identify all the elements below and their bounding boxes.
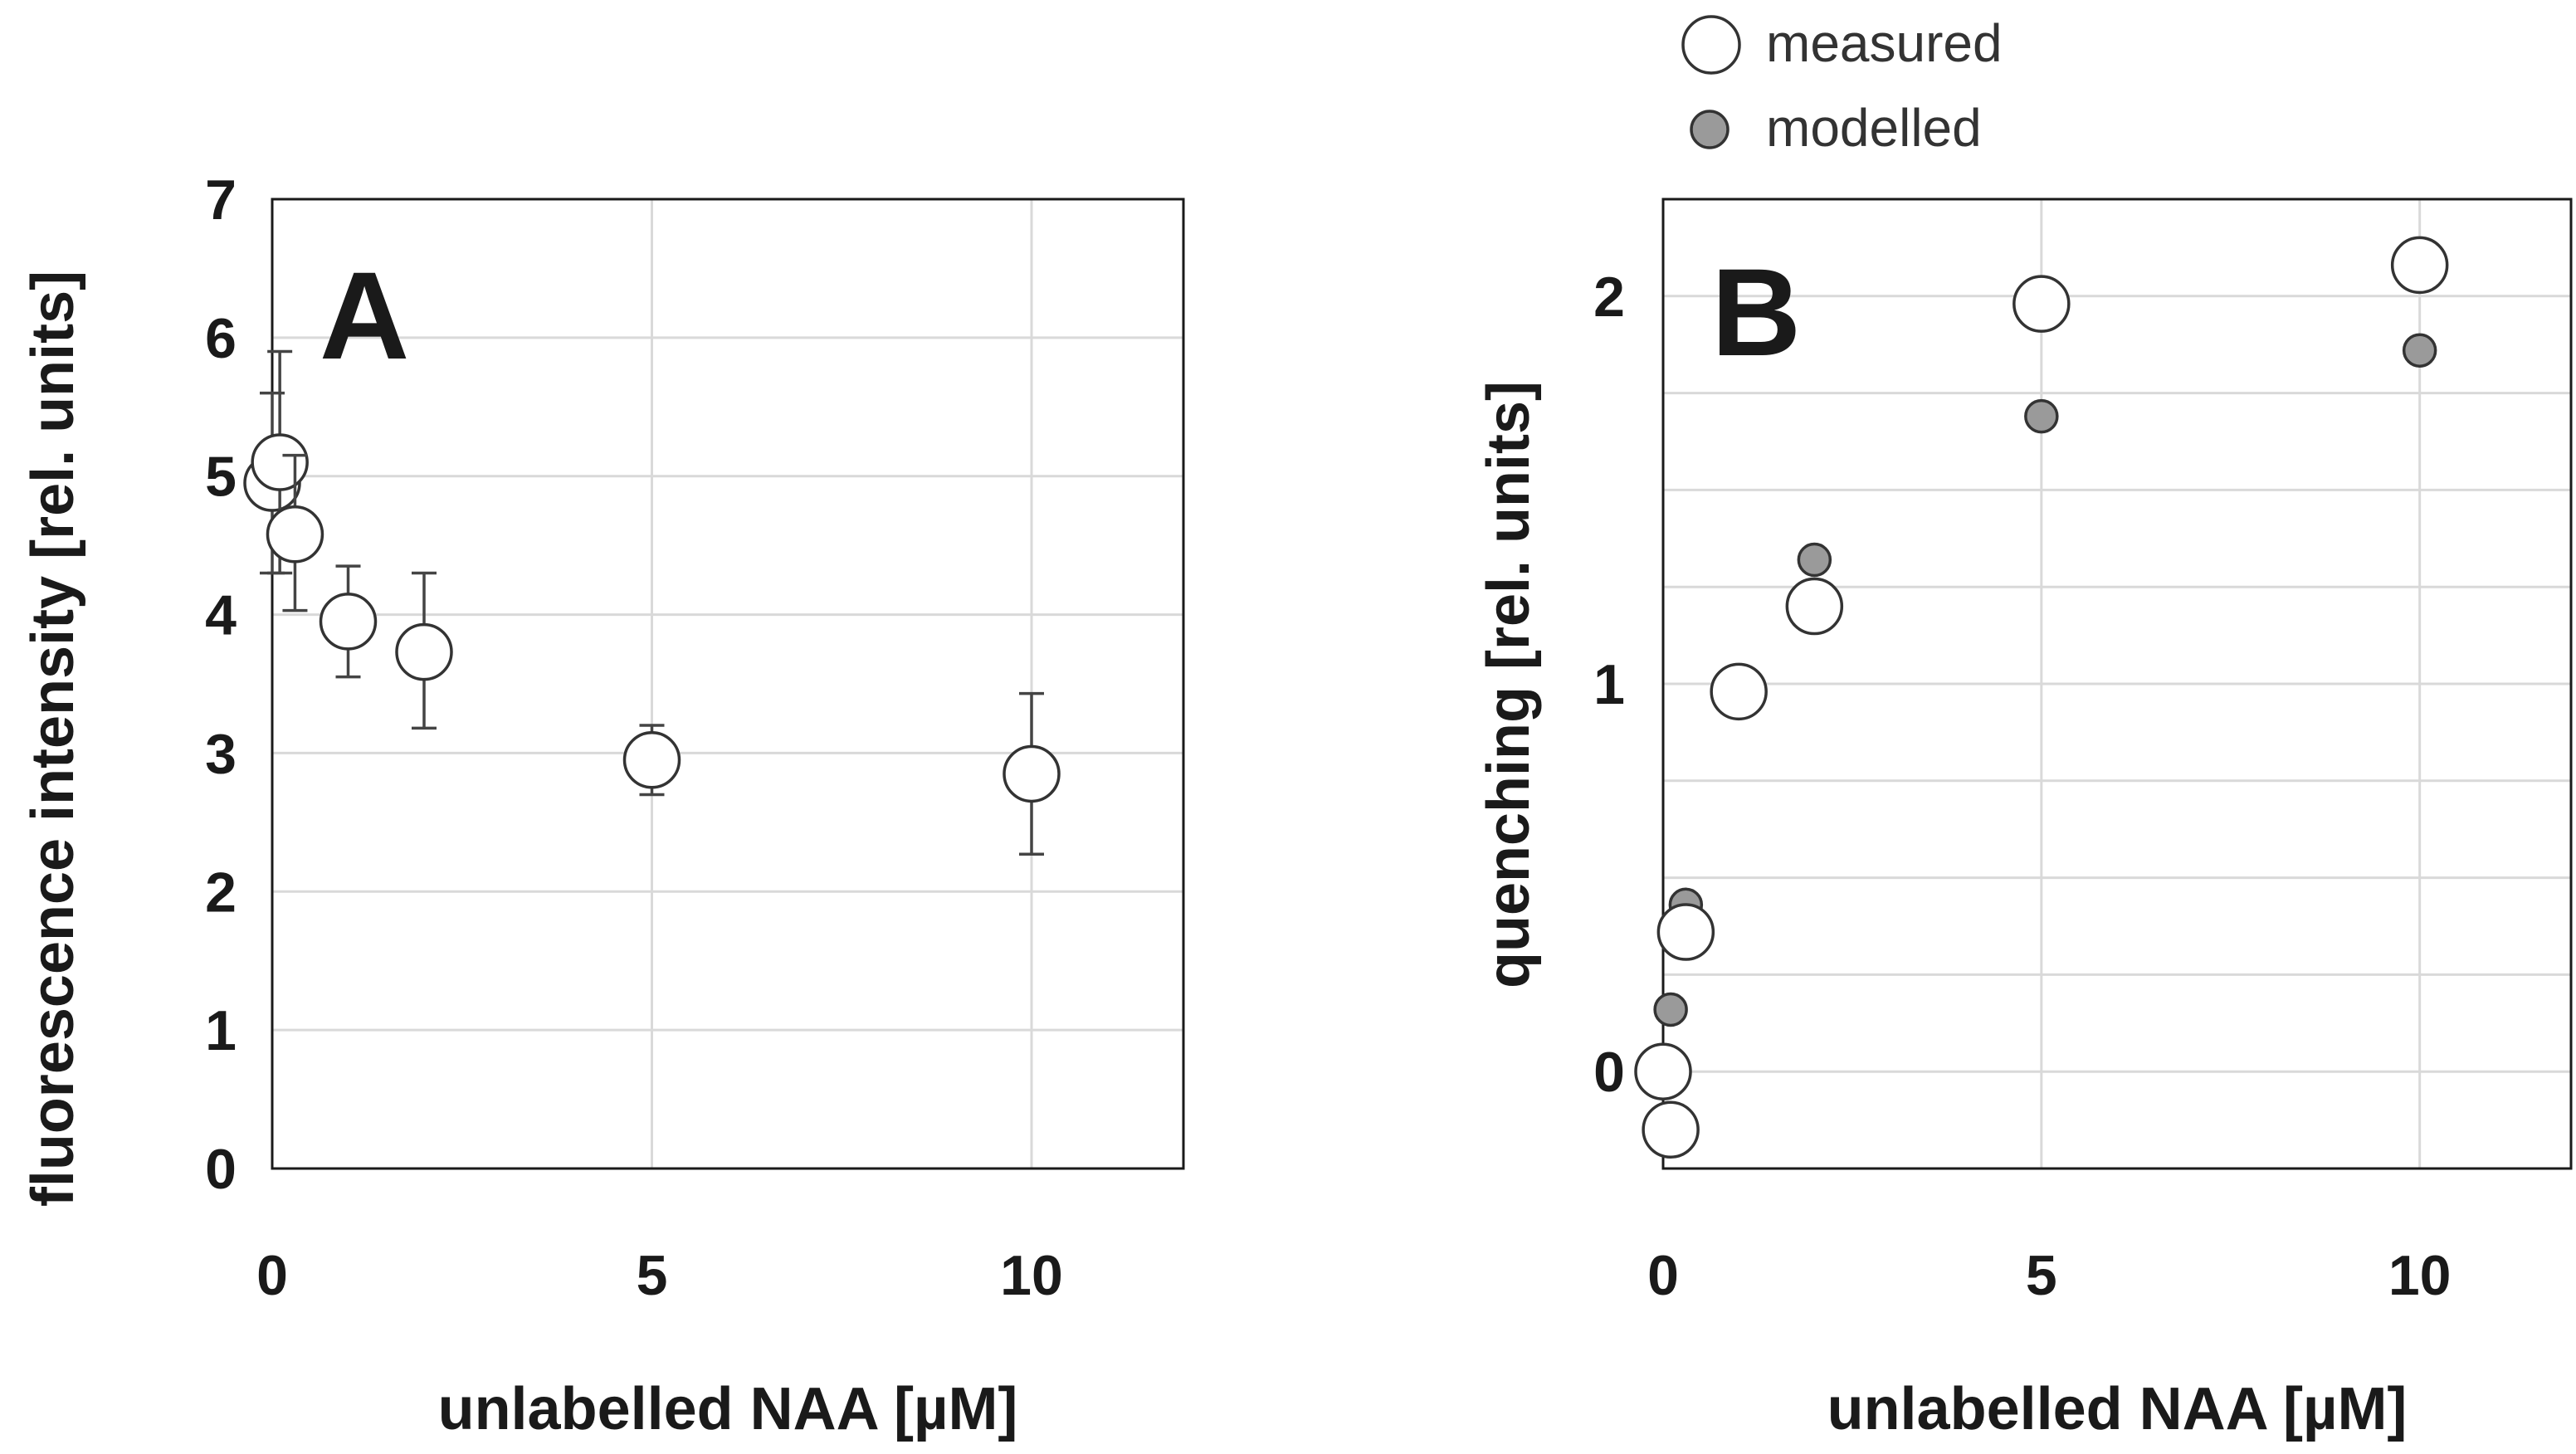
panel-a-label: A	[320, 246, 409, 385]
panel-b-y-tick-label: 0	[1593, 1041, 1625, 1104]
panel-b-x-tick-label: 0	[1647, 1244, 1679, 1307]
panel-a-x-tick-label: 5	[637, 1244, 668, 1307]
panel-b-measured-point	[2013, 275, 2071, 333]
panel-a-measured-point	[251, 433, 309, 491]
panel-b-x-tick-label: 10	[2388, 1244, 2452, 1307]
panel-a-x-tick-label: 0	[256, 1244, 288, 1307]
panel-b-y-axis-title: quenching [rel. units]	[1476, 381, 1542, 988]
panel-a-plot-frame	[271, 198, 1185, 1170]
panel-a-measured-point	[319, 593, 378, 651]
panel-a-y-tick-label: 4	[205, 584, 237, 647]
panel-a-y-tick-label: 1	[205, 999, 237, 1062]
panel-b-x-tick-label: 5	[2026, 1244, 2057, 1307]
panel-a-y-axis-title: fluorescence intensity [rel. units]	[20, 271, 86, 1207]
panel-b-plot-frame	[1661, 198, 2573, 1170]
panel-a-y-tick-label: 7	[205, 168, 237, 232]
panel-b-measured-point	[1785, 577, 1844, 636]
panel-b-measured-point	[1634, 1042, 1692, 1100]
legend-modelled-marker	[1690, 110, 1730, 149]
panel-a-y-tick-label: 6	[205, 307, 237, 370]
panel-b-y-tick-label: 2	[1593, 266, 1625, 329]
panel-a-measured-point	[1003, 744, 1061, 803]
panel-b-chart: 0 5 10 0 1 2 B unlabelled NAA [µM] quenching …	[1476, 198, 2573, 1442]
panel-a-y-tick-label: 2	[205, 861, 237, 924]
panel-a-y-tick-label: 5	[205, 446, 237, 509]
panel-a-y-tick-label: 3	[205, 722, 237, 785]
panel-a-y-tick-label: 0	[205, 1138, 237, 1201]
panel-b-measured-point	[1642, 1100, 1700, 1159]
legend-measured-marker	[1681, 15, 1741, 75]
legend-measured-label: measured	[1766, 13, 2003, 73]
panel-b-modelled-point	[2024, 398, 2059, 434]
panel-b-measured-point	[1710, 662, 1768, 721]
panel-b-modelled-point	[2402, 333, 2437, 368]
panel-a-x-tick-label: 10	[1000, 1244, 1063, 1307]
legend-modelled-label: modelled	[1766, 98, 1982, 158]
panel-a-x-axis-title: unlabelled NAA [µM]	[438, 1376, 1018, 1442]
panel-a-chart: 0 5 10 0 1 2 3 4 5 6 7 A unlabelled NAA [µM] fluor…	[20, 168, 1185, 1442]
panel-b-modelled-point	[1797, 542, 1832, 578]
panel-b-measured-point	[1656, 903, 1715, 961]
panel-b-label: B	[1711, 242, 1801, 382]
panel-a-measured-point	[266, 505, 324, 564]
panel-a-measured-point	[395, 622, 453, 681]
panel-a-measured-point	[622, 731, 681, 789]
panel-b-measured-point	[2390, 236, 2449, 295]
panel-b-y-tick-label: 1	[1593, 653, 1625, 716]
legend: measured modelled	[1681, 13, 2003, 158]
panel-b-modelled-point	[1653, 992, 1688, 1027]
panel-b-x-axis-title: unlabelled NAA [µM]	[1827, 1376, 2408, 1442]
